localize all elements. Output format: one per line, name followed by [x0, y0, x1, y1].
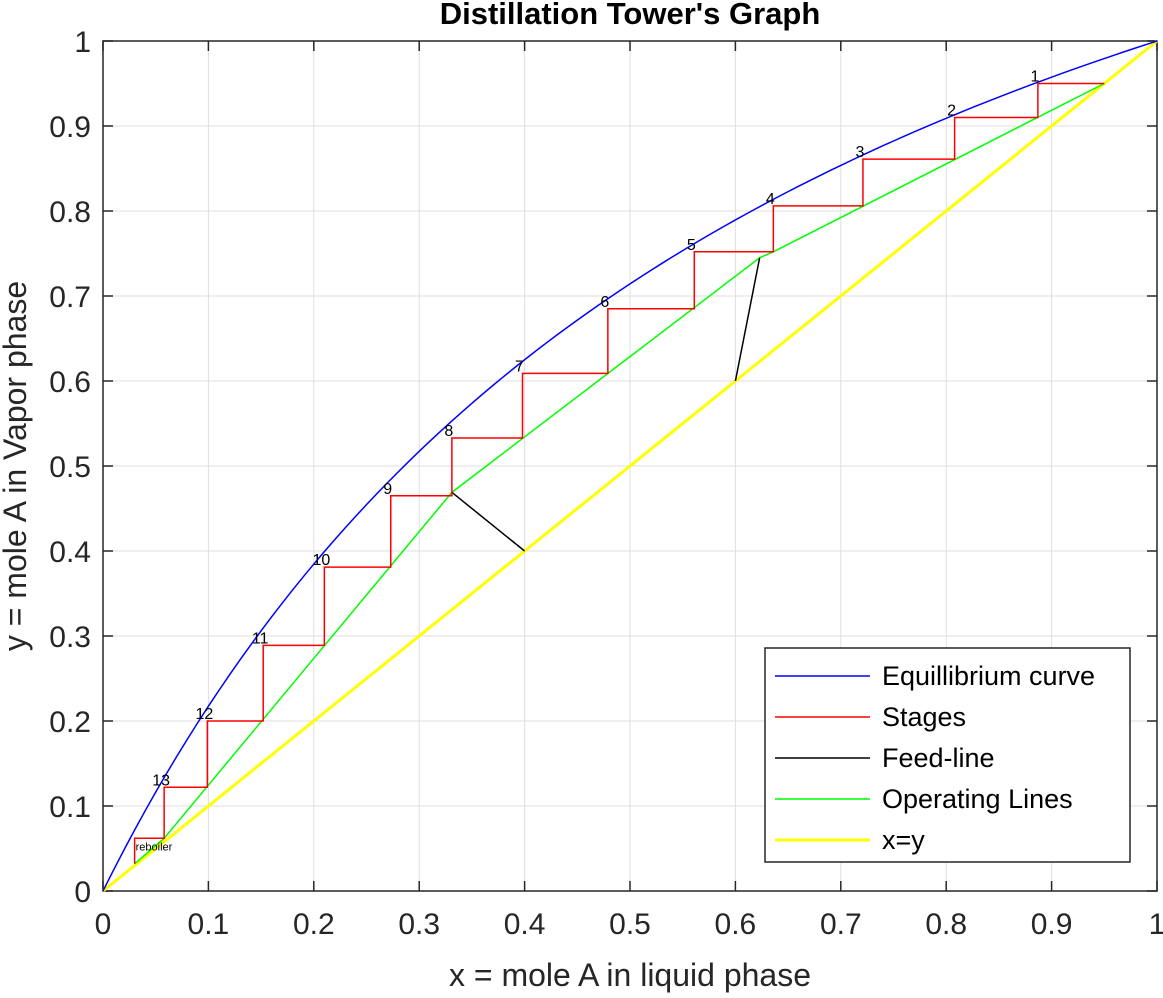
- stage-label-4: 4: [766, 191, 775, 208]
- x-tick-label: 0.6: [715, 908, 757, 941]
- stage-label-7: 7: [515, 358, 524, 375]
- y-tick-label: 0: [74, 876, 91, 909]
- y-tick-label: 1: [74, 26, 91, 59]
- legend-label-x-y: x=y: [882, 825, 925, 855]
- y-tick-label: 0.2: [49, 706, 91, 739]
- series-stages: [133, 82, 1105, 864]
- y-tick-label: 0.3: [49, 621, 91, 654]
- x-tick-label: 0.8: [925, 908, 967, 941]
- series-equillibrium-curve: [102, 40, 1158, 892]
- x-tick-label: 0.3: [398, 908, 440, 941]
- y-tick-label: 0.1: [49, 791, 91, 824]
- x-tick-label: 0: [95, 908, 112, 941]
- series-feed-line: [734, 257, 761, 382]
- y-axis-ticks: 0 0.1 0.2 0.3 0.4 0.5 0.6 0.7 0.8 0.9 1: [49, 26, 1157, 909]
- series-x-y: [102, 39, 1158, 893]
- x-tick-label: 1: [1149, 908, 1163, 941]
- chart-title: Distillation Tower's Graph: [440, 0, 821, 31]
- stage-label-5: 5: [687, 237, 696, 254]
- stage-label-8: 8: [444, 423, 453, 440]
- legend-label-feed-line: Feed-line: [882, 743, 995, 773]
- stage-label-3: 3: [855, 144, 864, 161]
- series-operating-lines: [134, 82, 1105, 865]
- x-tick-label: 0.1: [188, 908, 230, 941]
- stage-label-13: 13: [152, 772, 170, 789]
- x-axis-label: x = mole A in liquid phase: [449, 957, 811, 993]
- legend-label-stages: Stages: [882, 702, 966, 732]
- stage-label-2: 2: [947, 103, 956, 120]
- stage-label-1: 1: [1030, 69, 1039, 86]
- x-axis-ticks: 0 0.1 0.2 0.3 0.4 0.5 0.6 0.7 0.8 0.9 1: [95, 41, 1163, 941]
- y-tick-label: 0.8: [49, 196, 91, 229]
- y-tick-label: 0.9: [49, 111, 91, 144]
- y-tick-label: 0.7: [49, 281, 91, 314]
- x-tick-label: 0.2: [293, 908, 335, 941]
- series-feed-line-2: [451, 491, 526, 552]
- legend-box: [764, 647, 1131, 863]
- y-tick-label: 0.5: [49, 451, 91, 484]
- y-axis-label: y = mole A in Vapor phase: [0, 281, 33, 651]
- stage-label-10: 10: [312, 552, 330, 569]
- y-tick-label: 0.6: [49, 366, 91, 399]
- series-layer: [102, 39, 1158, 893]
- stage-label-9: 9: [383, 481, 392, 498]
- stage-label-12: 12: [195, 706, 213, 723]
- legend-label-equillibrium-curve: Equillibrium curve: [882, 661, 1095, 691]
- legend-label-operating-lines: Operating Lines: [882, 784, 1073, 814]
- x-tick-label: 0.5: [609, 908, 651, 941]
- stage-label-11: 11: [252, 630, 269, 647]
- x-tick-label: 0.9: [1031, 908, 1073, 941]
- legend: Equillibrium curve Stages Feed-line Operati…: [764, 647, 1131, 863]
- x-tick-label: 0.7: [820, 908, 862, 941]
- x-tick-label: 0.4: [504, 908, 546, 941]
- reboiler-label: reboiler: [136, 841, 173, 853]
- stage-label-6: 6: [600, 294, 609, 311]
- y-tick-label: 0.4: [49, 536, 91, 569]
